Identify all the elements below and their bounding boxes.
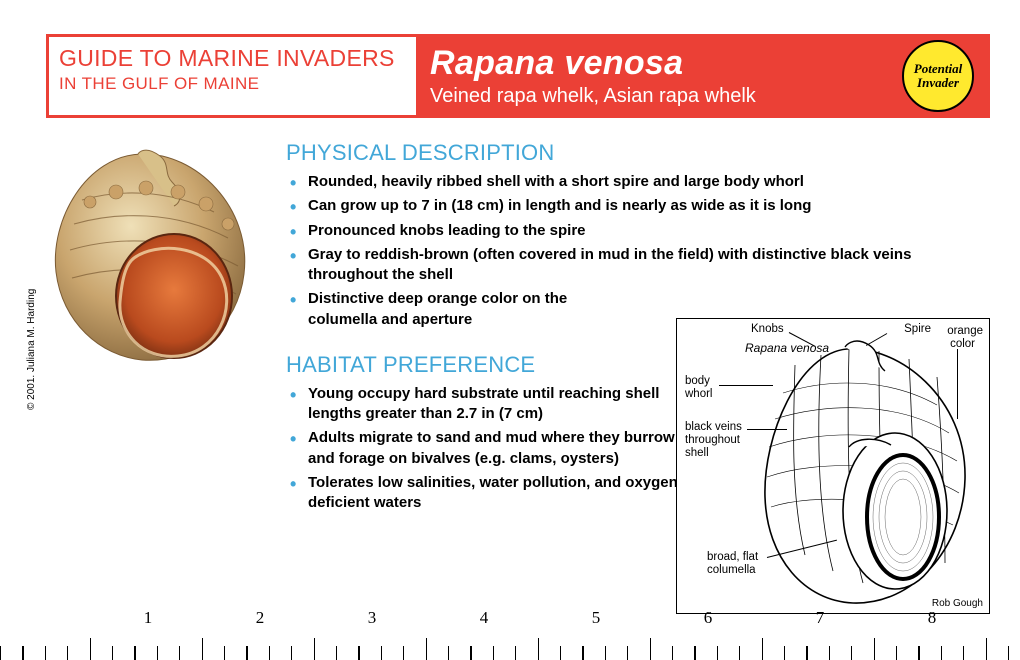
label-knobs: Knobs — [751, 323, 784, 336]
ruler-tick — [538, 638, 539, 660]
ruler-tick — [627, 646, 628, 660]
label-columella-2: columella — [707, 564, 756, 577]
photo-credit: © 2001. Juliana M. Harding — [26, 289, 37, 410]
ruler-tick — [112, 646, 113, 660]
label-bodywhorl-1: body — [685, 375, 710, 388]
content-area: © 2001. Juliana M. Harding — [46, 140, 990, 580]
ruler-tick — [45, 646, 46, 660]
common-name: Veined rapa whelk, Asian rapa whelk — [430, 85, 756, 108]
header-right: Rapana venosa Veined rapa whelk, Asian r… — [416, 34, 990, 118]
status-badge: Potential Invader — [902, 40, 974, 112]
badge-line2: Invader — [917, 76, 959, 90]
ruler-tick — [605, 646, 606, 660]
ruler-scale: 1 2 3 4 5 6 7 8 — [0, 594, 1020, 660]
anatomy-diagram: Rapana venosa Knobs Spire orange color b… — [676, 318, 990, 614]
ruler-number: 4 — [480, 608, 489, 628]
ruler-tick — [515, 646, 516, 660]
ruler-tick — [582, 646, 583, 660]
bullet: Gray to reddish-brown (often covered in … — [286, 245, 966, 286]
ruler-tick — [426, 638, 427, 660]
ruler-tick — [90, 638, 91, 660]
ruler-tick — [739, 646, 740, 660]
ruler-tick — [202, 638, 203, 660]
ruler-tick — [403, 646, 404, 660]
ruler-tick — [448, 646, 449, 660]
ruler-tick — [22, 646, 23, 660]
ruler-tick — [717, 646, 718, 660]
ruler-tick — [224, 646, 225, 660]
ruler-tick — [874, 638, 875, 660]
ruler-tick — [314, 638, 315, 660]
ruler-tick — [560, 646, 561, 660]
ruler-tick — [896, 646, 897, 660]
physical-heading: PHYSICAL DESCRIPTION — [286, 140, 966, 166]
ruler-tick — [246, 646, 247, 660]
bullet: Can grow up to 7 in (18 cm) in length an… — [286, 196, 966, 216]
ruler-tick — [470, 646, 471, 660]
ruler-tick — [963, 646, 964, 660]
bullet: Adults migrate to sand and mud where the… — [286, 428, 684, 469]
ruler-tick — [806, 646, 807, 660]
ruler-number: 6 — [704, 608, 713, 628]
label-veins-1: black veins — [685, 421, 742, 434]
guide-title: GUIDE TO MARINE INVADERS — [59, 45, 406, 72]
ruler-tick — [784, 646, 785, 660]
ruler-tick — [694, 646, 695, 660]
ruler-tick — [358, 646, 359, 660]
bullet: Tolerates low salinities, water pollutio… — [286, 473, 684, 514]
specimen-photo — [46, 146, 256, 366]
ruler-tick — [134, 646, 135, 660]
ruler-tick — [986, 638, 987, 660]
ruler-number: 1 — [144, 608, 153, 628]
habitat-bullets: Young occupy hard substrate until reachi… — [286, 384, 684, 514]
ruler-tick — [179, 646, 180, 660]
physical-bullets: Rounded, heavily ribbed shell with a sho… — [286, 172, 966, 330]
label-columella-1: broad, flat — [707, 551, 758, 564]
species-block: Rapana venosa Veined rapa whelk, Asian r… — [430, 44, 756, 108]
ruler-tick — [1008, 646, 1009, 660]
ruler-tick — [269, 646, 270, 660]
photo-column: © 2001. Juliana M. Harding — [46, 140, 270, 580]
label-spire: Spire — [904, 323, 931, 336]
label-veins-3: shell — [685, 447, 709, 460]
bullet: Pronounced knobs leading to the spire — [286, 221, 966, 241]
ruler-tick — [0, 646, 1, 660]
ruler-tick — [493, 646, 494, 660]
bullet: Young occupy hard substrate until reachi… — [286, 384, 684, 425]
ruler-tick — [336, 646, 337, 660]
ruler-tick — [291, 646, 292, 660]
ruler-tick — [918, 646, 919, 660]
badge-line1: Potential — [914, 62, 962, 76]
ruler-tick — [851, 646, 852, 660]
diagram-species-label: Rapana venosa — [745, 341, 829, 355]
ruler-tick — [650, 638, 651, 660]
ruler-number: 2 — [256, 608, 265, 628]
guide-subtitle: IN THE GULF OF MAINE — [59, 74, 406, 94]
ruler-tick — [381, 646, 382, 660]
header-left: GUIDE TO MARINE INVADERS IN THE GULF OF … — [46, 34, 416, 118]
bullet: Distinctive deep orange color on the col… — [286, 289, 606, 330]
label-orange-2: color — [950, 338, 975, 351]
text-column: PHYSICAL DESCRIPTION Rounded, heavily ri… — [270, 140, 990, 580]
ruler-tick — [829, 646, 830, 660]
ruler-tick — [762, 638, 763, 660]
ruler-tick — [67, 646, 68, 660]
ruler-number: 5 — [592, 608, 601, 628]
ruler-tick — [672, 646, 673, 660]
ruler-number: 3 — [368, 608, 377, 628]
bullet: Rounded, heavily ribbed shell with a sho… — [286, 172, 966, 192]
label-bodywhorl-2: whorl — [685, 388, 712, 401]
label-veins-2: throughout — [685, 434, 740, 447]
physical-description-section: PHYSICAL DESCRIPTION Rounded, heavily ri… — [286, 140, 966, 330]
ruler-number: 7 — [816, 608, 825, 628]
habitat-section: HABITAT PREFERENCE Young occupy hard sub… — [286, 352, 684, 514]
label-orange-1: orange — [947, 325, 983, 338]
habitat-heading: HABITAT PREFERENCE — [286, 352, 684, 378]
scientific-name: Rapana venosa — [430, 44, 756, 83]
ruler-tick — [157, 646, 158, 660]
header-banner: GUIDE TO MARINE INVADERS IN THE GULF OF … — [46, 34, 990, 118]
ruler-number: 8 — [928, 608, 937, 628]
ruler-tick — [941, 646, 942, 660]
